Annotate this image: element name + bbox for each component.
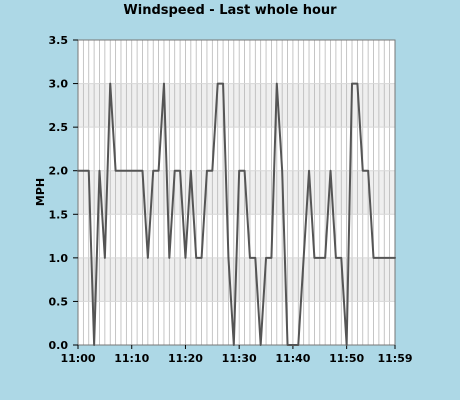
chart-title: Windspeed - Last whole hour bbox=[123, 3, 337, 18]
plot-layer: 0.0 0.5 1.0 1.5 2.0 2.5 3.0 3.5 11:00 11:10 11:20 1… bbox=[49, 34, 413, 365]
y-tick-label: 3.0 bbox=[49, 78, 69, 91]
y-tick-label: 2.5 bbox=[49, 121, 69, 134]
y-tick-label: 1.5 bbox=[49, 208, 69, 221]
y-tick-label: 2.0 bbox=[49, 165, 69, 178]
x-tick-label: 11:30 bbox=[222, 352, 257, 365]
grid-band-3 bbox=[78, 83, 395, 128]
y-tick-label: 0.0 bbox=[49, 339, 69, 352]
x-tick-label: 11:40 bbox=[275, 352, 310, 365]
y-tick-label: 1.0 bbox=[49, 252, 69, 265]
x-tick-label: 11:50 bbox=[329, 352, 364, 365]
y-tick-label: 3.5 bbox=[49, 34, 69, 47]
x-tick-label: 11:59 bbox=[377, 352, 412, 365]
windspeed-line bbox=[77, 82, 396, 346]
y-tick-label: 0.5 bbox=[49, 295, 69, 308]
x-tick-label: 11:10 bbox=[114, 352, 149, 365]
plot-border bbox=[77, 39, 396, 346]
grid-band-2 bbox=[78, 170, 395, 215]
x-tick-label: 11:20 bbox=[168, 352, 203, 365]
x-tick-label: 11:00 bbox=[60, 352, 95, 365]
y-axis-label: MPH bbox=[34, 178, 47, 206]
